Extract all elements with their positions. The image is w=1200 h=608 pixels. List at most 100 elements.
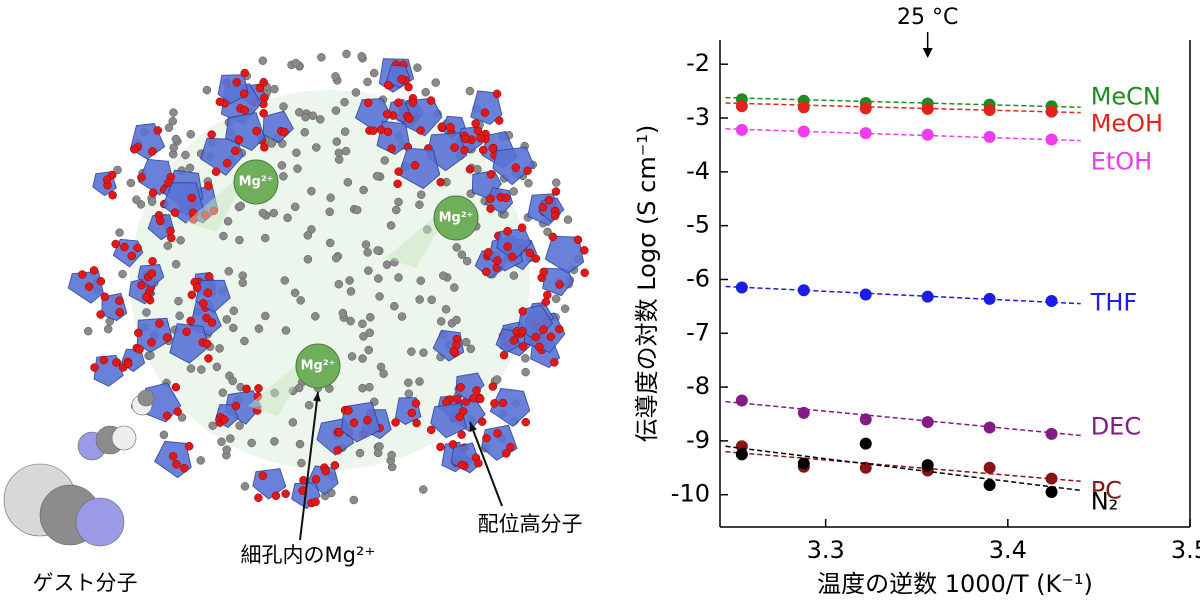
fit-line: [725, 445, 1081, 492]
y-tick-label: -8: [686, 372, 710, 400]
carbon-atom: [334, 148, 344, 158]
oxygen-atom: [456, 383, 465, 392]
carbon-atom: [386, 221, 396, 230]
carbon-atom: [373, 246, 382, 255]
oxygen-atom: [383, 127, 393, 137]
oxygen-atom: [555, 280, 564, 289]
oxygen-atom: [153, 126, 163, 135]
carbon-atom: [295, 108, 304, 117]
oxygen-atom: [211, 167, 221, 176]
fit-line: [725, 128, 1081, 142]
carbon-atom: [394, 197, 403, 207]
guest-atom: [137, 389, 155, 407]
oxygen-atom: [546, 332, 555, 341]
carbon-atom: [326, 193, 335, 202]
carbon-atom: [415, 295, 424, 304]
oxygen-atom: [452, 394, 462, 404]
guest-label: ゲスト分子: [33, 571, 138, 595]
oxygen-atom: [493, 256, 502, 265]
carbon-atom: [279, 172, 288, 181]
oxygen-atom: [382, 109, 392, 119]
carbon-atom: [229, 306, 239, 316]
data-point: [859, 127, 872, 140]
carbon-atom: [359, 185, 368, 195]
carbon-atom: [171, 260, 181, 269]
oxygen-atom: [254, 493, 263, 502]
oxygen-atom: [162, 411, 172, 421]
annotation: 25 °C: [897, 5, 958, 30]
oxygen-atom: [405, 114, 414, 123]
carbon-atom: [132, 195, 141, 204]
data-point: [735, 123, 748, 136]
oxygen-atom: [480, 108, 490, 117]
oxygen-atom: [455, 412, 465, 422]
oxygen-atom: [521, 417, 531, 427]
oxygen-atom: [477, 417, 487, 426]
oxygen-atom: [204, 181, 213, 191]
data-point: [1045, 472, 1058, 485]
carbon-atom: [202, 85, 212, 95]
oxygen-atom: [363, 416, 372, 425]
carbon-atom: [345, 276, 354, 285]
carbon-atom: [290, 202, 300, 212]
data-point: [1045, 294, 1058, 307]
oxygen-atom: [148, 147, 157, 156]
carbon-atom: [177, 413, 187, 422]
oxygen-atom: [239, 89, 249, 98]
oxygen-atom: [449, 347, 458, 356]
oxygen-atom: [333, 446, 343, 455]
oxygen-atom: [407, 408, 417, 418]
oxygen-atom: [220, 415, 229, 424]
oxygen-atom: [173, 407, 182, 416]
fit-line: [725, 450, 1081, 483]
oxygen-atom: [511, 163, 521, 172]
oxygen-atom: [234, 135, 244, 144]
carbon-atom: [521, 354, 530, 363]
oxygen-atom: [488, 382, 498, 391]
data-point: [735, 100, 748, 113]
carbon-atom: [293, 164, 302, 173]
oxygen-atom: [573, 235, 583, 245]
ion-label: Mg²⁺: [439, 211, 474, 226]
carbon-atom: [380, 156, 390, 165]
oxygen-atom: [538, 202, 548, 212]
carbon-atom: [457, 250, 467, 259]
carbon-atom: [372, 171, 382, 181]
carbon-atom: [473, 164, 482, 174]
y-tick-label: -10: [671, 480, 710, 508]
oxygen-atom: [531, 332, 540, 342]
series-label: EtOH: [1091, 148, 1153, 176]
carbon-atom: [270, 84, 279, 94]
oxygen-atom: [475, 394, 485, 404]
data-point: [1045, 105, 1058, 118]
carbon-atom: [270, 437, 279, 446]
carbon-atom: [419, 348, 428, 357]
data-point: [1045, 427, 1058, 440]
oxygen-atom: [518, 307, 527, 316]
oxygen-atom: [134, 328, 143, 338]
oxygen-atom: [112, 358, 121, 367]
oxygen-atom: [202, 339, 212, 348]
oxygen-atom: [142, 292, 151, 302]
oxygen-atom: [518, 342, 528, 351]
data-point: [1045, 133, 1058, 146]
oxygen-atom: [240, 68, 249, 78]
carbon-atom: [219, 231, 228, 241]
carbon-atom: [452, 315, 461, 325]
carbon-atom: [357, 52, 366, 61]
pointer-arrow: [299, 391, 319, 541]
oxygen-atom: [231, 146, 240, 156]
oxygen-atom: [506, 442, 515, 452]
arrow-head: [469, 422, 477, 432]
oxygen-atom: [182, 327, 191, 337]
carbon-atom: [163, 241, 173, 251]
carbon-atom: [413, 63, 422, 72]
oxygen-atom: [187, 290, 197, 300]
carbon-atom: [238, 278, 248, 288]
oxygen-atom: [490, 399, 499, 408]
carbon-atom: [269, 208, 278, 218]
oxygen-atom: [503, 242, 512, 251]
oxygen-atom: [416, 126, 425, 135]
carbon-atom: [223, 217, 233, 226]
